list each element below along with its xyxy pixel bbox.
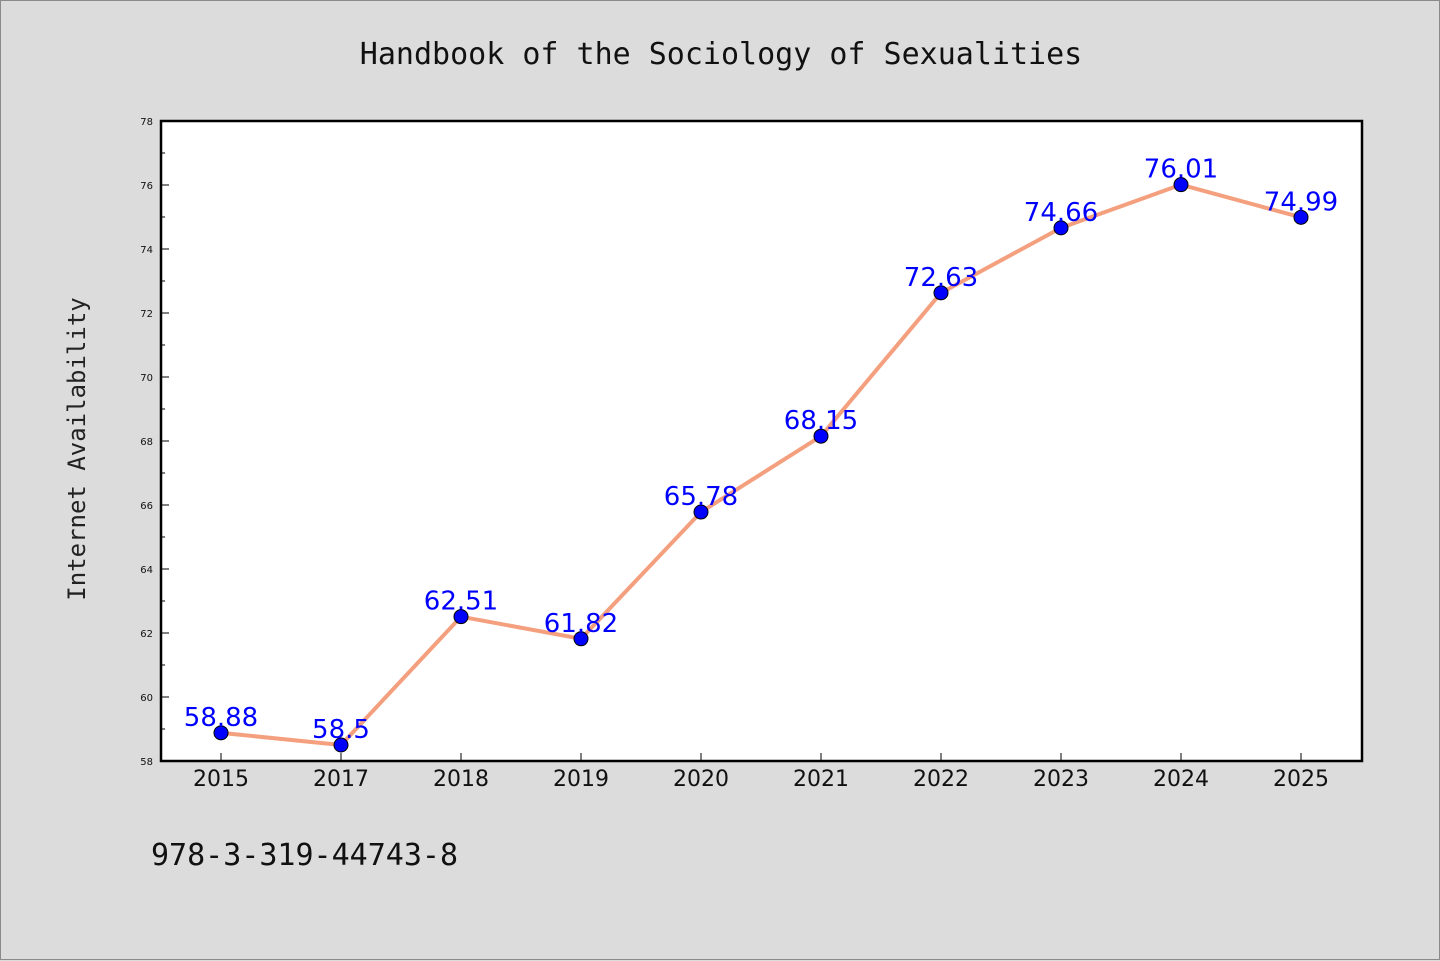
data-point — [1053, 220, 1069, 236]
x-tick-label: 2018 — [433, 767, 489, 792]
data-point — [693, 504, 709, 520]
x-tick-label: 2023 — [1033, 767, 1089, 792]
data-label: 58.5 — [312, 715, 370, 745]
isbn-footer: 978-3-319-44743-8 — [151, 838, 458, 873]
data-point — [213, 725, 229, 741]
y-tick-label: 78 — [140, 117, 153, 128]
data-point — [453, 609, 469, 625]
y-tick-label: 60 — [140, 693, 153, 704]
data-points — [213, 177, 1309, 753]
series-line-group — [220, 182, 1302, 747]
x-tick-label: 2020 — [673, 767, 729, 792]
x-tick-label: 2021 — [793, 767, 849, 792]
data-label: 74.66 — [1024, 198, 1098, 228]
x-tick-label: 2025 — [1273, 767, 1329, 792]
data-label: 76.01 — [1144, 155, 1218, 185]
series-line — [220, 182, 1302, 747]
data-label: 62.51 — [424, 587, 498, 617]
x-tick-label: 2017 — [313, 767, 369, 792]
y-tick-label: 62 — [140, 629, 153, 640]
x-tick-label: 2022 — [913, 767, 969, 792]
data-label: 61.82 — [544, 609, 618, 639]
y-axis-label: Internet Availability — [63, 297, 91, 600]
x-tick-label: 2019 — [553, 767, 609, 792]
y-tick-label: 64 — [140, 565, 153, 576]
plot-area — [159, 119, 1364, 763]
data-point — [813, 428, 829, 444]
y-tick-label: 74 — [140, 245, 153, 256]
x-tick-label: 2015 — [193, 767, 249, 792]
y-tick-label: 72 — [140, 309, 153, 320]
y-tick-label: 68 — [140, 437, 153, 448]
data-point — [333, 737, 349, 753]
data-label: 68.15 — [784, 406, 858, 436]
data-label: 65.78 — [664, 482, 738, 512]
data-label: 58.88 — [184, 703, 258, 733]
data-point — [573, 631, 589, 647]
data-point — [933, 285, 949, 301]
y-tick-label: 76 — [140, 181, 153, 192]
data-point — [1293, 209, 1309, 225]
data-labels: 58.88 58.5 62.51 61.82 65.78 68.15 72.63 74.66 7… — [184, 155, 1338, 745]
data-label: 74.99 — [1264, 187, 1338, 217]
y-tick-label: 66 — [140, 501, 153, 512]
y-tick-label: 70 — [140, 373, 153, 384]
x-axis: 2015 2017 2018 2019 2020 2021 2022 2023 2024 2025 — [193, 753, 1329, 792]
x-tick-label: 2024 — [1153, 767, 1209, 792]
data-label: 72.63 — [904, 263, 978, 293]
chart-title: Handbook of the Sociology of Sexualities — [360, 37, 1082, 72]
y-axis: 58 60 62 64 66 68 70 72 74 76 78 — [140, 117, 169, 768]
data-point — [1173, 177, 1189, 193]
y-tick-label: 58 — [140, 757, 153, 768]
